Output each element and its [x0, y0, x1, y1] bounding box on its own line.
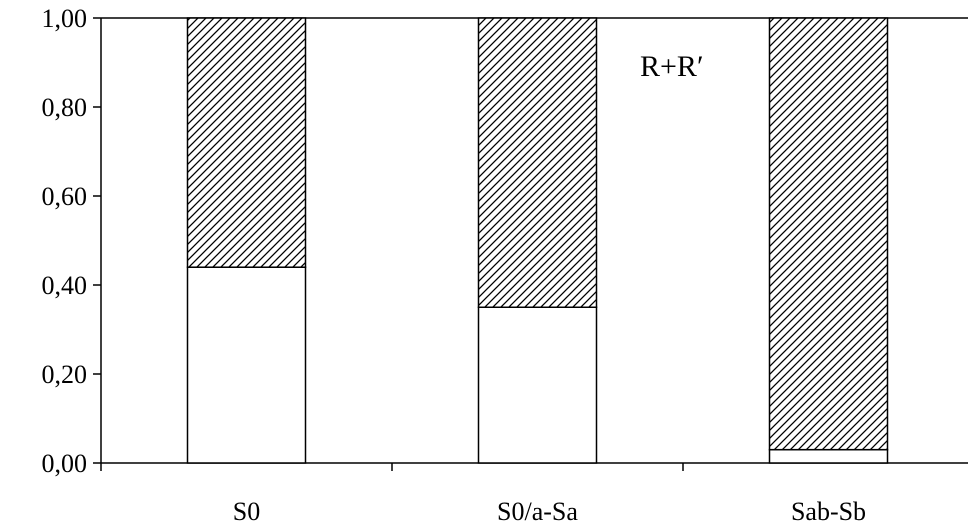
y-tick-label: 0,40: [42, 271, 88, 300]
x-category-label: Sab-Sb: [791, 497, 866, 526]
bar-segment-white: [477, 306, 598, 464]
y-tick-label: 0,60: [42, 182, 88, 211]
bar-segment-white: [186, 266, 307, 464]
y-tick-label: 0,20: [42, 360, 88, 389]
bar-segment-hatched: [768, 17, 889, 451]
bar-segment-white: [768, 448, 889, 464]
x-category-label: S0: [233, 497, 260, 526]
bar-segment-hatched: [186, 17, 307, 268]
y-tick-label: 0,00: [42, 449, 88, 478]
x-category-label: S0/a-Sa: [497, 497, 578, 526]
bar-segment-hatched: [477, 17, 598, 308]
y-tick-label: 1,00: [42, 4, 88, 33]
annotation-label: R+R′: [640, 50, 704, 83]
y-tick-label: 0,80: [42, 93, 88, 122]
